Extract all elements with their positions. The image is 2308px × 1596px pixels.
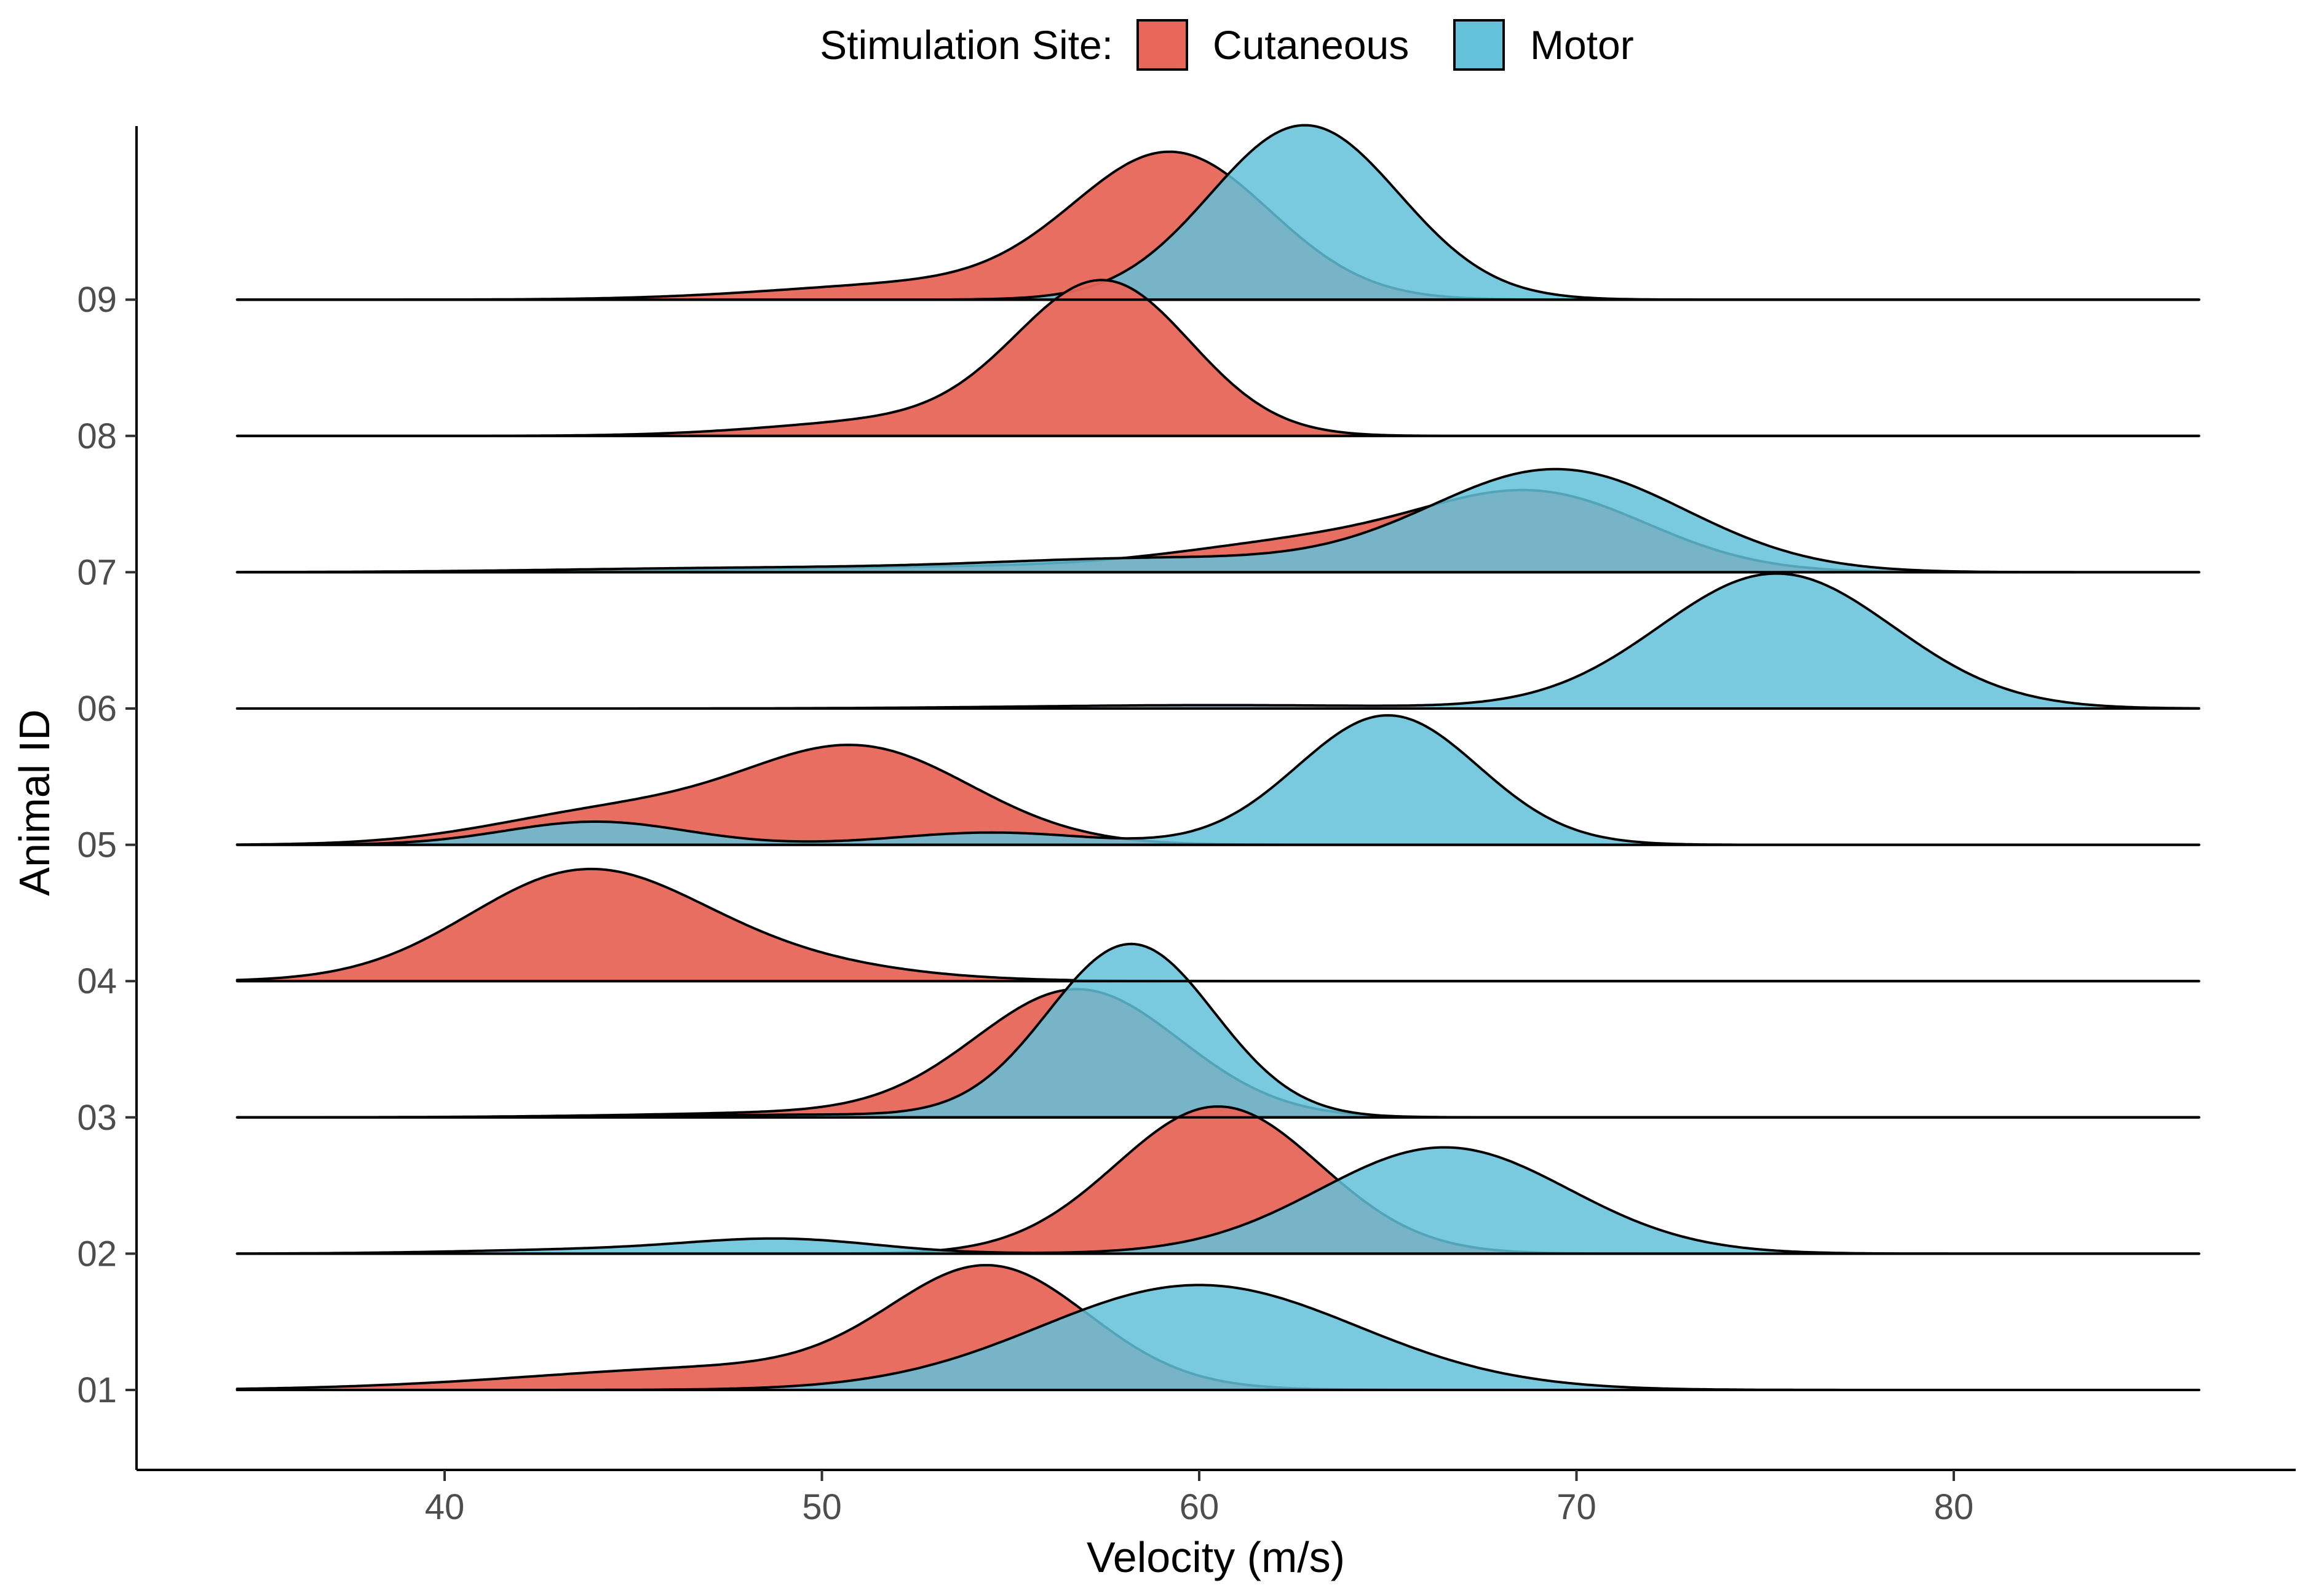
y-tick-label-07: 07 [77, 552, 117, 592]
x-tick-label-80: 80 [1934, 1487, 1974, 1527]
x-tick-label-70: 70 [1557, 1487, 1596, 1527]
y-ticks: 01 02 03 04 05 06 07 08 09 [77, 280, 137, 1410]
y-tick-label-02: 02 [77, 1234, 117, 1274]
x-ticks: 40 50 60 70 80 [425, 1470, 1974, 1527]
ridge-motor-07 [236, 467, 2200, 574]
x-tick-label-40: 40 [425, 1487, 465, 1527]
legend: Stimulation Site: Cutaneous Motor [820, 19, 1634, 71]
y-tick-label-05: 05 [77, 825, 117, 865]
x-tick-label-60: 60 [1180, 1487, 1219, 1527]
y-tick-label-04: 04 [77, 961, 117, 1001]
y-tick-label-01: 01 [77, 1370, 117, 1410]
y-tick-label-06: 06 [77, 689, 117, 729]
x-tick-label-50: 50 [802, 1487, 842, 1527]
x-axis-title: Velocity (m/s) [1087, 1533, 1345, 1581]
legend-key-cutaneous [1136, 19, 1188, 71]
legend-label-cutaneous: Cutaneous [1213, 22, 1409, 68]
legend-title: Stimulation Site: [820, 22, 1113, 68]
y-tick-label-03: 03 [77, 1098, 117, 1138]
y-tick-label-09: 09 [77, 280, 117, 320]
y-tick-label-08: 08 [77, 416, 117, 456]
y-axis-title: Animal ID [10, 709, 58, 895]
baselines-layer [237, 298, 2199, 1391]
legend-label-motor: Motor [1530, 22, 1634, 68]
legend-key-motor [1453, 19, 1505, 71]
axes [135, 126, 2296, 1471]
